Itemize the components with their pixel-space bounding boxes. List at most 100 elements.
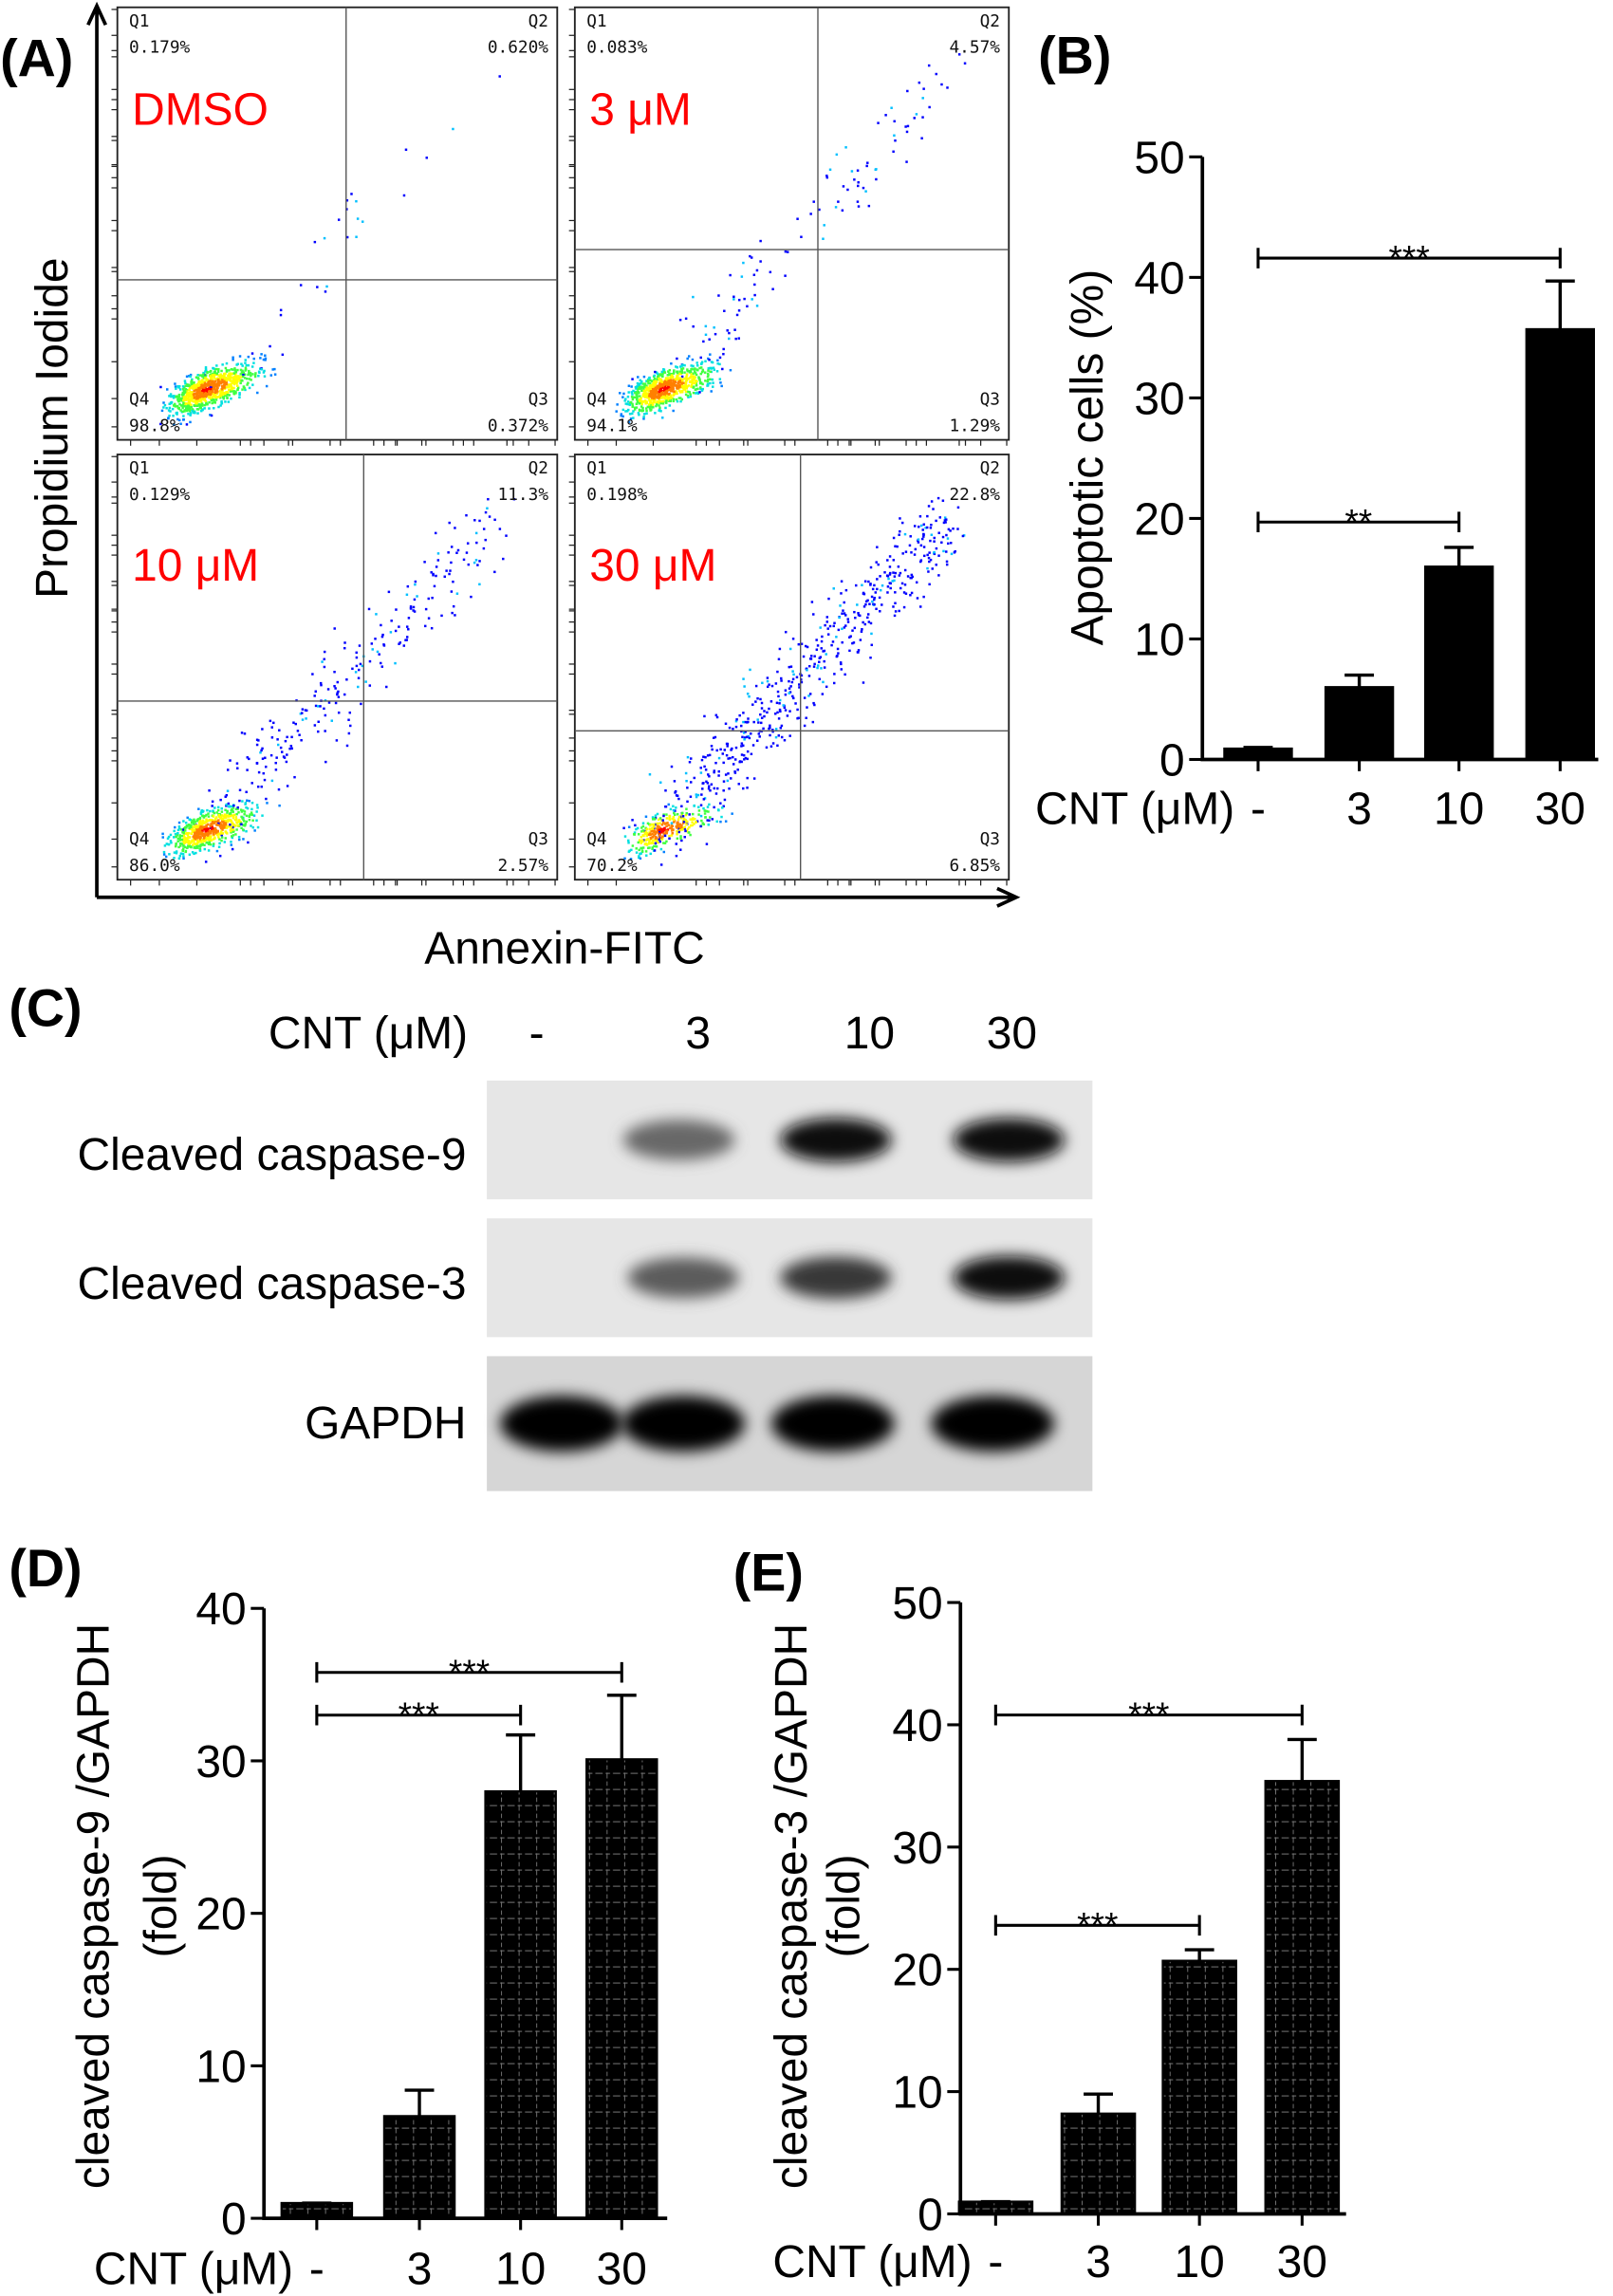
event-dot bbox=[843, 626, 846, 629]
event-dot bbox=[210, 383, 213, 387]
event-dot bbox=[627, 839, 630, 842]
quadrant-q2-value: 22.8% bbox=[950, 486, 1001, 505]
event-dot bbox=[680, 382, 683, 385]
event-dot bbox=[841, 209, 844, 212]
event-dot bbox=[355, 235, 358, 238]
event-dot bbox=[862, 620, 864, 624]
event-dot bbox=[286, 753, 288, 756]
event-dot bbox=[215, 390, 218, 394]
event-dot bbox=[211, 825, 213, 828]
event-dot bbox=[198, 847, 202, 850]
event-dot bbox=[665, 382, 668, 385]
event-dot bbox=[919, 559, 923, 562]
event-dot bbox=[695, 364, 699, 367]
event-dot bbox=[636, 385, 639, 388]
event-dot bbox=[184, 390, 187, 394]
event-dot bbox=[218, 833, 221, 836]
event-dot bbox=[706, 805, 710, 808]
event-dot bbox=[652, 390, 655, 393]
event-dot bbox=[345, 744, 349, 748]
event-dot bbox=[215, 388, 219, 392]
event-dot bbox=[651, 847, 654, 850]
event-dot bbox=[235, 812, 238, 816]
event-dot bbox=[345, 678, 348, 681]
y-axis-label: Apoptotic cells (%) bbox=[1063, 269, 1113, 646]
event-dot bbox=[808, 664, 811, 668]
event-dot bbox=[816, 644, 820, 647]
event-dot bbox=[252, 814, 256, 817]
event-dot bbox=[317, 720, 320, 724]
event-dot bbox=[214, 396, 217, 399]
event-dot bbox=[162, 850, 166, 854]
event-dot bbox=[200, 402, 204, 405]
event-dot bbox=[732, 755, 734, 759]
event-dot bbox=[300, 739, 303, 742]
event-dot bbox=[189, 395, 193, 398]
event-dot bbox=[658, 398, 660, 401]
event-dot bbox=[357, 685, 360, 689]
event-dot bbox=[771, 730, 774, 733]
event-dot bbox=[876, 587, 879, 591]
event-dot bbox=[645, 388, 649, 392]
bar bbox=[1423, 565, 1494, 761]
event-dot bbox=[653, 826, 656, 829]
event-dot bbox=[713, 805, 715, 809]
event-dot bbox=[683, 377, 686, 380]
event-dot bbox=[218, 815, 221, 818]
event-dot bbox=[851, 641, 854, 645]
event-dot bbox=[180, 834, 184, 838]
event-dot bbox=[224, 366, 228, 370]
event-dot bbox=[206, 834, 210, 837]
event-dot bbox=[840, 668, 844, 671]
event-dot bbox=[467, 563, 471, 566]
event-dot bbox=[223, 823, 226, 826]
event-dot bbox=[235, 821, 238, 824]
event-dot bbox=[681, 822, 685, 824]
event-dot bbox=[207, 849, 211, 852]
event-dot bbox=[235, 762, 239, 765]
event-dot bbox=[436, 559, 440, 562]
event-dot bbox=[802, 655, 806, 658]
event-dot bbox=[796, 708, 799, 712]
event-dot bbox=[748, 736, 751, 740]
event-dot bbox=[688, 825, 691, 829]
event-dot bbox=[231, 376, 234, 380]
event-dot bbox=[706, 384, 710, 387]
event-dot bbox=[184, 384, 187, 387]
event-dot bbox=[752, 273, 756, 276]
event-dot bbox=[694, 372, 697, 375]
y-tick-label: 50 bbox=[1134, 133, 1184, 183]
event-dot bbox=[703, 714, 706, 718]
event-dot bbox=[707, 773, 710, 776]
event-dot bbox=[233, 380, 236, 382]
event-dot bbox=[760, 716, 764, 719]
event-dot bbox=[663, 385, 667, 388]
event-dot bbox=[690, 383, 694, 386]
event-dot bbox=[204, 367, 208, 371]
event-dot bbox=[669, 380, 673, 383]
event-dot bbox=[184, 849, 188, 853]
event-dot bbox=[661, 821, 665, 824]
event-dot bbox=[942, 521, 946, 525]
event-dot bbox=[788, 710, 791, 713]
event-dot bbox=[706, 372, 710, 376]
event-dot bbox=[650, 823, 653, 826]
event-dot bbox=[244, 368, 248, 371]
event-dot bbox=[191, 839, 194, 842]
event-dot bbox=[185, 837, 188, 840]
event-dot bbox=[227, 378, 231, 381]
event-dot bbox=[922, 535, 925, 538]
event-dot bbox=[177, 398, 180, 402]
event-dot bbox=[835, 655, 839, 658]
event-dot bbox=[658, 384, 660, 387]
event-dot bbox=[662, 383, 666, 386]
event-dot bbox=[842, 609, 844, 612]
event-dot bbox=[337, 690, 340, 694]
event-dot bbox=[200, 379, 204, 381]
event-dot bbox=[634, 385, 638, 389]
event-dot bbox=[784, 689, 788, 692]
event-dot bbox=[450, 590, 454, 593]
event-dot bbox=[189, 392, 193, 395]
event-dot bbox=[227, 802, 231, 805]
